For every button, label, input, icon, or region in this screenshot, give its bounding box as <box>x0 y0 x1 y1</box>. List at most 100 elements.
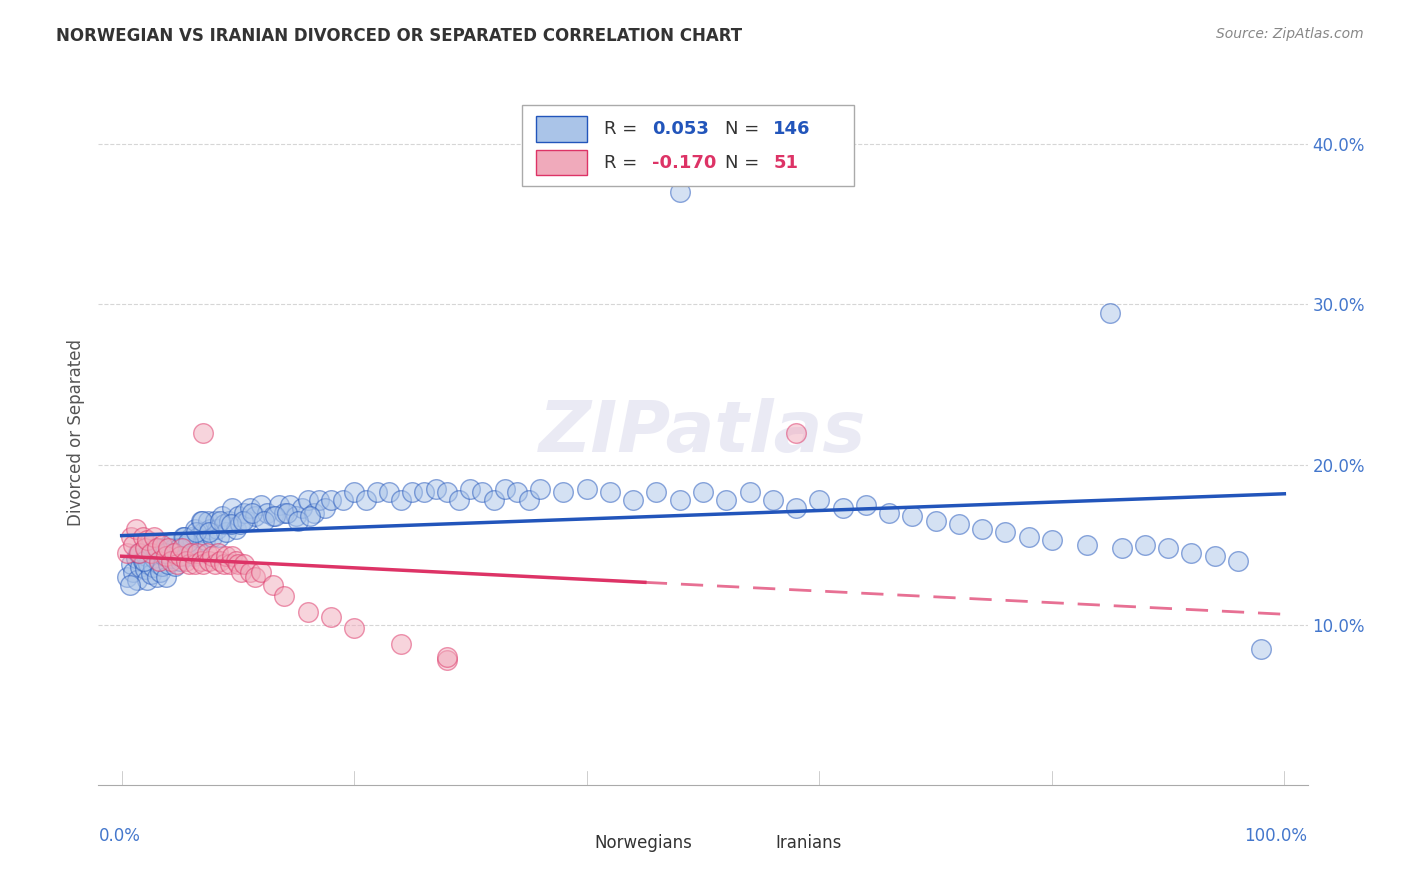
Point <box>785 500 807 515</box>
Point <box>436 484 458 499</box>
Point <box>218 557 240 571</box>
Point <box>621 492 644 507</box>
Point <box>190 554 212 568</box>
Point <box>174 549 197 563</box>
Point <box>198 554 221 568</box>
Text: 0.0%: 0.0% <box>98 827 141 846</box>
Point <box>190 514 212 528</box>
Point <box>122 538 145 552</box>
Point <box>138 538 160 552</box>
Point <box>599 484 621 499</box>
Point <box>143 550 166 565</box>
Point <box>245 508 267 523</box>
Point <box>232 514 254 528</box>
Point <box>145 570 167 584</box>
FancyBboxPatch shape <box>727 837 766 854</box>
Point <box>366 484 388 499</box>
Point <box>180 546 202 560</box>
Point <box>308 492 330 507</box>
Point <box>201 549 224 563</box>
Point <box>948 516 970 531</box>
Text: 0.053: 0.053 <box>652 120 709 138</box>
Point <box>482 492 505 507</box>
Point <box>232 506 254 520</box>
Point <box>250 565 273 579</box>
Point <box>143 530 166 544</box>
Text: Source: ZipAtlas.com: Source: ZipAtlas.com <box>1216 27 1364 41</box>
Point <box>131 530 153 544</box>
Point <box>172 530 194 544</box>
Point <box>179 557 201 571</box>
Text: 146: 146 <box>773 120 811 138</box>
Point <box>191 425 214 440</box>
Point <box>183 549 205 563</box>
Point <box>141 542 163 557</box>
Point <box>575 482 598 496</box>
Point <box>645 484 668 499</box>
Point <box>195 546 218 560</box>
Point <box>236 514 259 528</box>
Point <box>169 554 191 568</box>
Point <box>1098 305 1121 319</box>
Point <box>172 541 194 555</box>
Point <box>194 533 217 547</box>
Text: 100.0%: 100.0% <box>1244 827 1308 846</box>
Point <box>221 500 243 515</box>
Point <box>389 492 412 507</box>
Point <box>186 541 208 555</box>
Text: Norwegians: Norwegians <box>595 834 692 853</box>
FancyBboxPatch shape <box>546 837 585 854</box>
Point <box>173 530 195 544</box>
Text: R =: R = <box>603 153 637 172</box>
Point <box>471 484 494 499</box>
Point <box>1226 554 1249 568</box>
Point <box>285 508 308 523</box>
Point <box>150 558 173 573</box>
Point <box>877 506 900 520</box>
Point <box>191 514 214 528</box>
Point <box>128 546 150 560</box>
Point <box>273 506 295 520</box>
Point <box>738 484 761 499</box>
Point <box>187 530 209 544</box>
Point <box>218 514 240 528</box>
Point <box>139 566 162 581</box>
Point <box>160 550 183 565</box>
Point <box>157 557 180 571</box>
Point <box>225 554 247 568</box>
Point <box>553 484 575 499</box>
Point <box>198 524 221 539</box>
Point <box>180 530 202 544</box>
Point <box>150 541 173 555</box>
Point <box>117 570 139 584</box>
Point <box>232 557 254 571</box>
Point <box>122 565 145 579</box>
Point <box>343 484 366 499</box>
Point <box>413 484 436 499</box>
Point <box>146 546 169 560</box>
Point <box>163 546 186 560</box>
Point <box>1018 530 1040 544</box>
Point <box>924 514 946 528</box>
Point <box>156 546 179 560</box>
Point <box>152 549 174 563</box>
FancyBboxPatch shape <box>536 150 586 176</box>
Point <box>855 498 877 512</box>
Point <box>1076 538 1098 552</box>
Point <box>149 565 172 579</box>
Point <box>142 560 165 574</box>
Point <box>994 524 1017 539</box>
Point <box>299 508 322 523</box>
Text: -0.170: -0.170 <box>652 153 717 172</box>
Point <box>447 492 470 507</box>
Point <box>389 637 412 651</box>
Point <box>117 546 139 560</box>
Point <box>148 554 170 568</box>
Point <box>198 522 221 536</box>
Point <box>208 530 231 544</box>
Point <box>128 546 150 560</box>
Point <box>1157 541 1180 555</box>
Point <box>145 541 167 555</box>
Point <box>120 557 142 571</box>
Point <box>127 546 149 560</box>
